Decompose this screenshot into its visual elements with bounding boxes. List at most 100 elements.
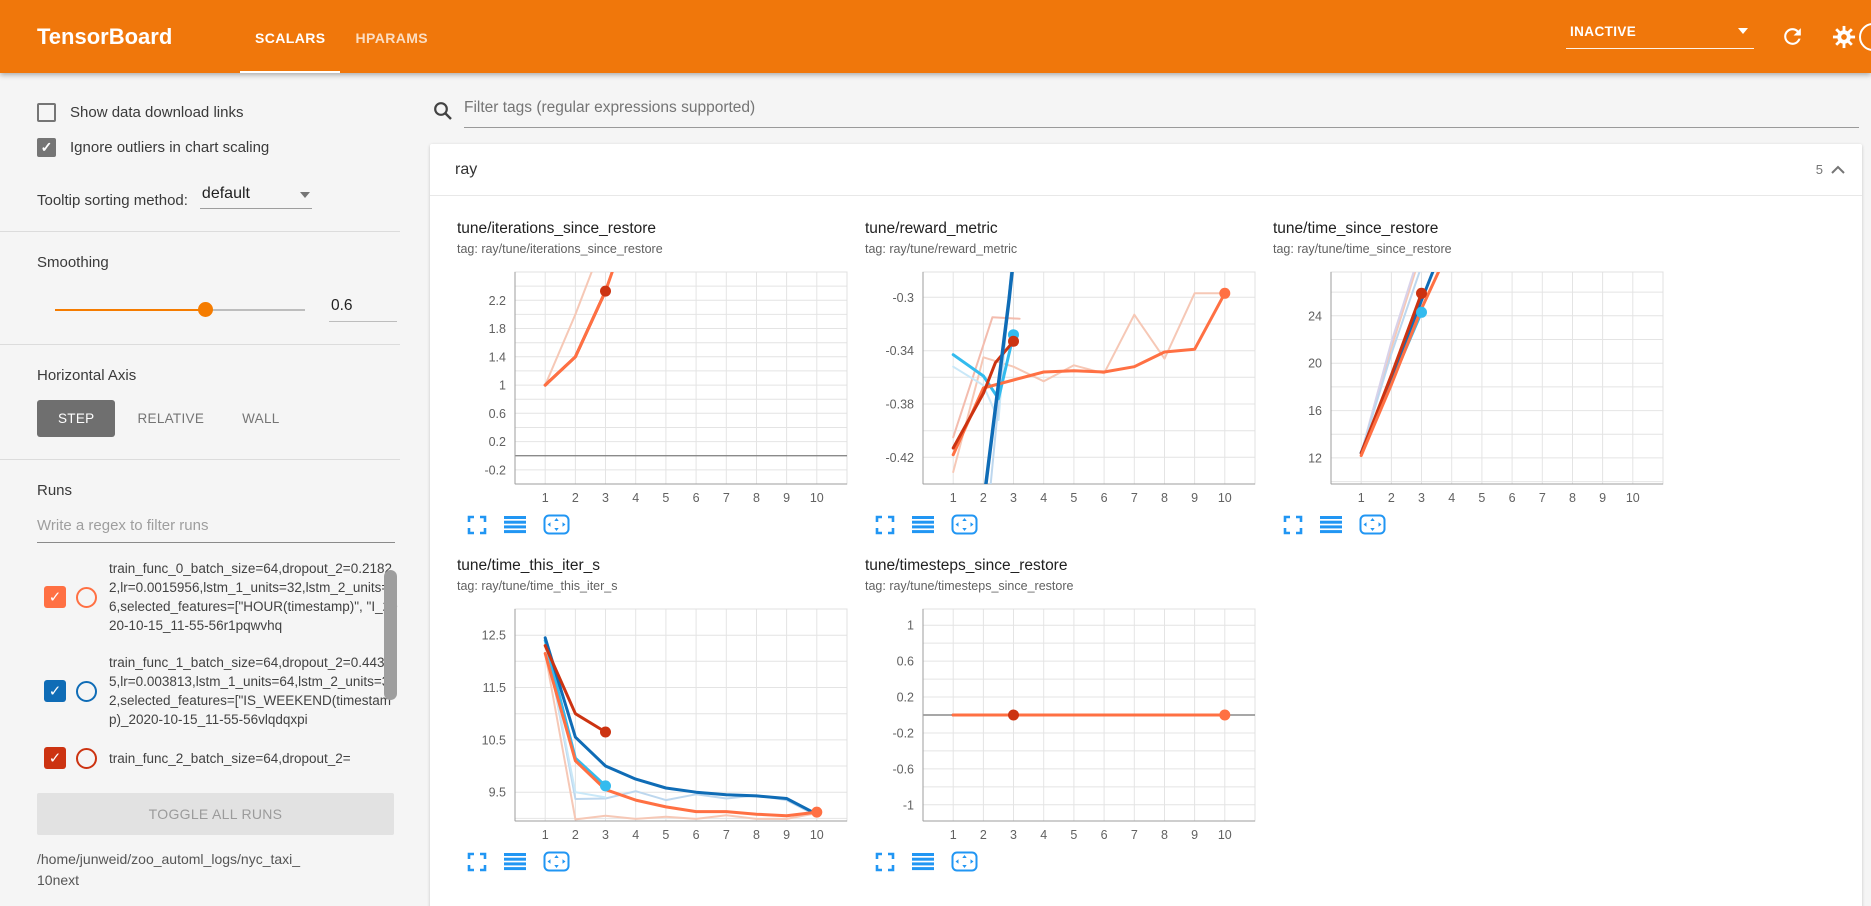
smoothing-slider-thumb[interactable] <box>197 302 213 317</box>
fit-domain-icon[interactable] <box>951 514 978 535</box>
run-checkbox[interactable]: ✓ <box>44 586 66 608</box>
svg-text:6: 6 <box>1509 491 1516 505</box>
run-name: train_func_2_batch_size=64,dropout_2= <box>109 750 351 766</box>
chart-title: tune/time_since_restore <box>1273 220 1439 237</box>
svg-text:3: 3 <box>602 828 609 842</box>
svg-text:1: 1 <box>499 379 506 393</box>
svg-text:-1: -1 <box>903 798 914 812</box>
smoothing-value-field[interactable]: 0.6 <box>329 297 397 322</box>
app-header: TensorBoard SCALARS HPARAMS INACTIVE <box>0 0 1871 73</box>
tooltip-sorting-dropdown[interactable]: default <box>199 185 312 209</box>
chart-plot[interactable]: -0.42 -0.38 -0.34 -0.3 1 2 3 4 5 6 7 8 9 10 <box>865 264 1261 514</box>
svg-text:1: 1 <box>1358 491 1365 505</box>
expand-chart-icon[interactable] <box>467 852 487 872</box>
svg-text:3: 3 <box>1418 491 1425 505</box>
run-checkbox[interactable]: ✓ <box>44 680 66 702</box>
run-line <box>1359 272 1441 458</box>
svg-text:9: 9 <box>783 491 790 505</box>
runs-filter-input[interactable] <box>37 517 395 543</box>
show-download-links-label: Show data download links <box>70 104 244 121</box>
svg-text:7: 7 <box>723 491 730 505</box>
axis-step-button[interactable]: STEP <box>37 400 116 437</box>
run-checkbox[interactable]: ✓ <box>44 747 66 769</box>
checkbox-unchecked-icon[interactable] <box>37 103 56 122</box>
svg-text:16: 16 <box>1308 404 1322 418</box>
show-download-links-row[interactable]: Show data download links <box>37 103 400 122</box>
svg-text:4: 4 <box>632 491 639 505</box>
svg-text:8: 8 <box>753 828 760 842</box>
svg-text:0.2: 0.2 <box>897 691 914 705</box>
chart-card: tune/timesteps_since_restore tag: ray/tun… <box>853 557 1261 872</box>
collapse-chevron-up-icon[interactable] <box>1830 165 1846 175</box>
fit-domain-icon[interactable] <box>951 851 978 872</box>
run-line <box>1360 272 1421 454</box>
chart-title: tune/reward_metric <box>865 220 998 237</box>
expand-chart-icon[interactable] <box>467 515 487 535</box>
run-solo-radio[interactable] <box>76 747 97 769</box>
axis-relative-button[interactable]: RELATIVE <box>137 411 205 426</box>
chart-tag: tag: ray/tune/iterations_since_restore <box>457 242 663 256</box>
expand-chart-icon[interactable] <box>1283 515 1303 535</box>
svg-text:4: 4 <box>1448 491 1455 505</box>
endpoint-dot <box>1416 306 1427 318</box>
charts-grid: tune/iterations_since_restore tag: ray/tu… <box>430 196 1862 906</box>
stacked-lines-icon[interactable] <box>1320 515 1342 534</box>
axis-wall-button[interactable]: WALL <box>242 411 280 426</box>
help-icon[interactable] <box>1859 23 1871 51</box>
stacked-lines-icon[interactable] <box>504 515 526 534</box>
svg-text:9: 9 <box>1191 828 1198 842</box>
data-status-dropdown[interactable]: INACTIVE <box>1566 24 1754 49</box>
tab-hparams[interactable]: HPARAMS <box>355 30 429 46</box>
svg-text:7: 7 <box>1131 828 1138 842</box>
run-solo-radio[interactable] <box>76 586 97 608</box>
run-solo-radio[interactable] <box>76 680 97 702</box>
run-row[interactable]: ✓ train_func_0_batch_size=64,dropout_2=0.… <box>37 559 400 635</box>
tag-filter-input[interactable] <box>464 97 1859 128</box>
checkbox-checked-icon[interactable]: ✓ <box>37 138 56 157</box>
expand-chart-icon[interactable] <box>875 852 895 872</box>
settings-gear-icon[interactable] <box>1831 24 1857 50</box>
stacked-lines-icon[interactable] <box>912 852 934 871</box>
chart-title: tune/timesteps_since_restore <box>865 557 1068 574</box>
smoothing-slider[interactable] <box>55 302 305 317</box>
fit-domain-icon[interactable] <box>543 514 570 535</box>
toggle-all-runs-button[interactable]: TOGGLE ALL RUNS <box>37 793 394 835</box>
tag-group-header[interactable]: ray 5 <box>430 144 1862 196</box>
ignore-outliers-row[interactable]: ✓ Ignore outliers in chart scaling <box>37 138 400 157</box>
run-name: train_func_1_batch_size=64,dropout_2=0.4… <box>109 655 392 727</box>
smoothing-label: Smoothing <box>37 254 109 271</box>
svg-text:2: 2 <box>572 828 579 842</box>
run-row[interactable]: ✓ train_func_2_batch_size=64,dropout_2= <box>37 747 400 769</box>
refresh-icon[interactable] <box>1780 24 1805 49</box>
svg-text:9.5: 9.5 <box>489 786 506 800</box>
svg-text:2: 2 <box>980 828 987 842</box>
chart-plot[interactable]: 9.5 10.5 11.5 12.5 1 2 3 4 5 6 7 8 9 10 <box>457 601 853 851</box>
run-name: train_func_0_batch_size=64,dropout_2=0.2… <box>109 561 398 633</box>
svg-text:6: 6 <box>693 491 700 505</box>
svg-text:1: 1 <box>950 491 957 505</box>
expand-chart-icon[interactable] <box>875 515 895 535</box>
svg-text:7: 7 <box>723 828 730 842</box>
fit-domain-icon[interactable] <box>543 851 570 872</box>
svg-text:12: 12 <box>1308 451 1322 465</box>
run-row[interactable]: ✓ train_func_1_batch_size=64,dropout_2=0.… <box>37 653 400 729</box>
svg-text:2: 2 <box>980 491 987 505</box>
chart-plot[interactable]: -0.2 0.2 0.6 1 1.4 1.8 2.2 1 2 3 4 5 6 7 8 9 10 <box>457 264 853 514</box>
chart-plot[interactable]: -1 -0.6 -0.2 0.2 0.6 1 1 2 3 4 5 6 7 8 9 10 <box>865 601 1261 851</box>
runs-label: Runs <box>37 482 73 499</box>
app-logo: TensorBoard <box>37 23 173 49</box>
fit-domain-icon[interactable] <box>1359 514 1386 535</box>
svg-text:-0.2: -0.2 <box>484 463 506 477</box>
runs-scrollbar[interactable] <box>384 570 397 700</box>
svg-text:5: 5 <box>1070 491 1077 505</box>
svg-text:20: 20 <box>1308 357 1322 371</box>
horizontal-axis-label: Horizontal Axis <box>37 367 137 384</box>
svg-text:8: 8 <box>1161 828 1168 842</box>
run-line <box>1360 272 1415 455</box>
stacked-lines-icon[interactable] <box>504 852 526 871</box>
tab-scalars[interactable]: SCALARS <box>240 0 341 73</box>
run-line <box>543 272 614 387</box>
stacked-lines-icon[interactable] <box>912 515 934 534</box>
run-line <box>544 652 818 821</box>
